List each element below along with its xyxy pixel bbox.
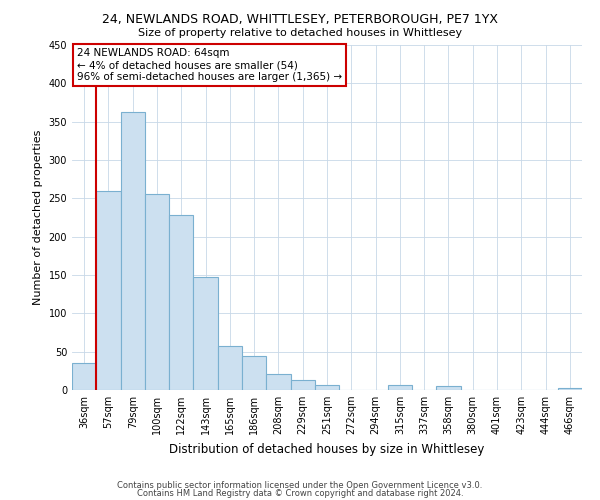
Bar <box>266 374 290 390</box>
Bar <box>242 356 266 390</box>
Text: Contains public sector information licensed under the Open Government Licence v3: Contains public sector information licen… <box>118 481 482 490</box>
Bar <box>72 363 96 390</box>
Text: 24, NEWLANDS ROAD, WHITTLESEY, PETERBOROUGH, PE7 1YX: 24, NEWLANDS ROAD, WHITTLESEY, PETERBORO… <box>102 12 498 26</box>
Bar <box>145 194 169 390</box>
Bar <box>558 388 582 390</box>
Text: Size of property relative to detached houses in Whittlesey: Size of property relative to detached ho… <box>138 28 462 38</box>
Bar <box>96 190 121 390</box>
Y-axis label: Number of detached properties: Number of detached properties <box>33 130 43 305</box>
Bar <box>121 112 145 390</box>
Bar <box>169 215 193 390</box>
Bar <box>193 276 218 390</box>
Text: 24 NEWLANDS ROAD: 64sqm
← 4% of detached houses are smaller (54)
96% of semi-det: 24 NEWLANDS ROAD: 64sqm ← 4% of detached… <box>77 48 342 82</box>
Bar <box>218 346 242 390</box>
X-axis label: Distribution of detached houses by size in Whittlesey: Distribution of detached houses by size … <box>169 442 485 456</box>
Bar <box>290 380 315 390</box>
Bar <box>315 386 339 390</box>
Text: Contains HM Land Registry data © Crown copyright and database right 2024.: Contains HM Land Registry data © Crown c… <box>137 488 463 498</box>
Bar <box>436 386 461 390</box>
Bar <box>388 384 412 390</box>
